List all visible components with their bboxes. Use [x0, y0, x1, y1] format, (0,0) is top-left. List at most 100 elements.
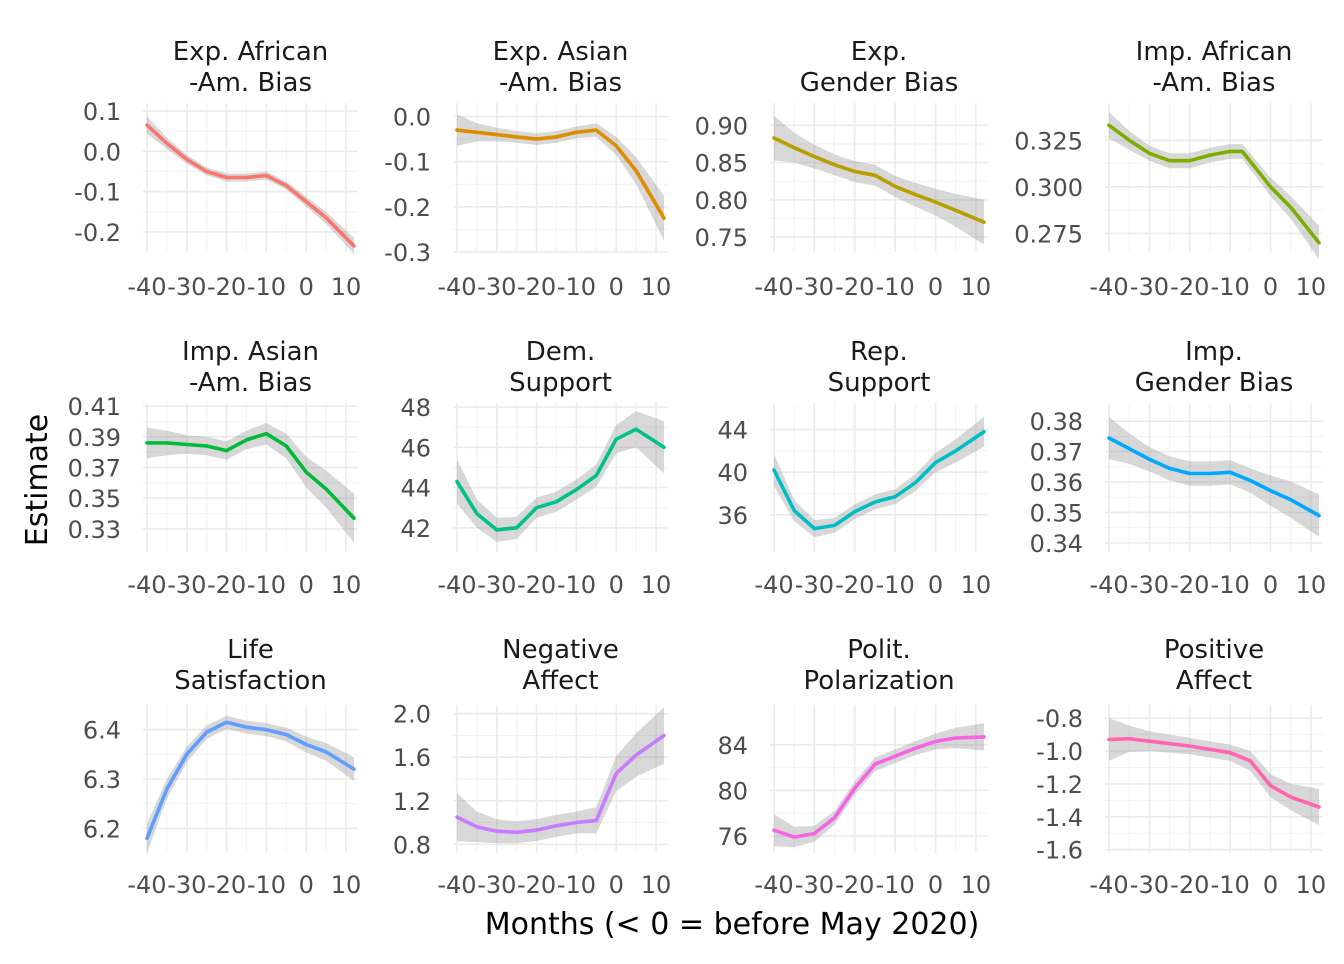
panel-title: Exp. — [851, 37, 908, 67]
y-tick-label: 0.0 — [83, 138, 121, 166]
y-tick-label: 0.35 — [1030, 499, 1083, 527]
x-tick-label: -20 — [207, 273, 246, 301]
x-tick-label: -30 — [1130, 273, 1169, 301]
facet-panel: Exp.Gender Bias 0.90 0.85 0.80 0.75-40 -30 -20… — [695, 37, 992, 301]
x-tick-label: -10 — [247, 571, 286, 599]
y-tick-label: -0.2 — [74, 219, 121, 247]
x-tick-label: -40 — [127, 571, 166, 599]
x-tick-label: 10 — [331, 871, 362, 899]
panel-title: Support — [828, 368, 931, 398]
panel-title: Gender Bias — [800, 68, 959, 98]
confidence-band — [774, 723, 984, 848]
x-tick-label: -20 — [517, 871, 556, 899]
panel-title: Satisfaction — [174, 666, 327, 696]
y-tick-label: 76 — [717, 823, 748, 851]
x-tick-label: -30 — [1130, 571, 1169, 599]
y-tick-label: 46 — [400, 434, 431, 462]
facet-panel: Imp. African-Am. Bias0.3250.3000.275-40-… — [1014, 37, 1326, 301]
y-tick-label: 44 — [717, 417, 748, 445]
x-tick-label: 10 — [641, 273, 672, 301]
series-line — [772, 735, 986, 839]
y-tick-label: 0.37 — [1030, 439, 1083, 467]
x-axis-label: Months (< 0 = before May 2020) — [485, 907, 980, 942]
panel-title: Negative — [502, 635, 619, 665]
x-tick-label: 10 — [961, 571, 992, 599]
x-tick-label: 10 — [1296, 871, 1327, 899]
x-tick-label: 10 — [961, 273, 992, 301]
y-tick-label: 42 — [400, 515, 431, 543]
confidence-band — [774, 115, 984, 245]
x-tick-label: -10 — [876, 571, 915, 599]
x-tick-label: 0 — [609, 871, 624, 899]
confidence-band — [457, 707, 664, 844]
y-tick-label: 0.300 — [1014, 174, 1083, 202]
x-tick-label: -30 — [167, 571, 206, 599]
x-tick-label: -30 — [477, 273, 516, 301]
y-tick-label: 0.275 — [1014, 220, 1083, 248]
y-tick-label: 0.39 — [68, 424, 121, 452]
x-tick-label: -30 — [477, 571, 516, 599]
series-line — [772, 429, 986, 531]
x-tick-label: -10 — [557, 571, 596, 599]
x-tick-label: -40 — [127, 273, 166, 301]
facet-panel: Imp. Asian-Am. Bias0.410.390.370.350.33-… — [68, 337, 362, 599]
x-tick-label: -30 — [795, 273, 834, 301]
panel-title: Gender Bias — [1135, 368, 1294, 398]
y-tick-label: 0.0 — [393, 104, 431, 132]
x-tick-label: -30 — [167, 273, 206, 301]
x-tick-label: -40 — [754, 571, 793, 599]
y-tick-label: 0.325 — [1014, 127, 1083, 155]
y-tick-label: 0.38 — [1030, 408, 1083, 436]
y-tick-label: 80 — [717, 777, 748, 805]
x-tick-label: -40 — [754, 273, 793, 301]
y-tick-label: 0.80 — [695, 187, 748, 215]
panel-title: Polit. — [847, 635, 911, 665]
y-tick-label: 84 — [717, 732, 748, 760]
x-tick-label: 10 — [641, 871, 672, 899]
y-tick-label: -0.2 — [384, 194, 431, 222]
series-line — [455, 128, 666, 220]
x-tick-label: 0 — [1263, 871, 1278, 899]
confidence-band — [147, 116, 354, 254]
x-tick-label: -40 — [437, 871, 476, 899]
x-tick-label: -20 — [207, 571, 246, 599]
x-tick-label: 10 — [641, 571, 672, 599]
y-tick-label: 6.3 — [83, 766, 121, 794]
panel-title: Dem. — [526, 337, 596, 367]
y-tick-label: 0.33 — [68, 516, 121, 544]
x-tick-label: -10 — [247, 273, 286, 301]
x-tick-label: 10 — [1296, 571, 1327, 599]
x-tick-label: -40 — [437, 571, 476, 599]
x-tick-label: 0 — [928, 273, 943, 301]
series-line — [455, 427, 666, 532]
series-line — [1107, 123, 1321, 245]
x-tick-label: 0 — [299, 273, 314, 301]
confidence-band — [1109, 112, 1319, 260]
y-tick-label: 40 — [717, 459, 748, 487]
y-tick-label: 0.34 — [1030, 530, 1083, 558]
y-tick-label: 2.0 — [393, 701, 431, 729]
x-tick-label: -20 — [1170, 871, 1209, 899]
panel-title: Rep. — [850, 337, 908, 367]
x-tick-label: 0 — [299, 571, 314, 599]
x-tick-label: 0 — [609, 571, 624, 599]
series-line — [455, 733, 666, 835]
y-tick-label: -1.2 — [1036, 771, 1083, 799]
y-tick-label: 0.41 — [68, 393, 121, 421]
x-tick-label: 10 — [961, 871, 992, 899]
panel-title: Exp. African — [173, 37, 328, 67]
y-tick-label: -1.4 — [1036, 804, 1083, 832]
x-tick-label: 0 — [299, 871, 314, 899]
panel-title: Affect — [522, 666, 598, 696]
facet-panel: Dem.Support 48 46 44 42-40 -30 -20 -10 0 10 — [400, 337, 671, 599]
series-line — [1107, 736, 1321, 809]
x-tick-label: -20 — [517, 273, 556, 301]
series-line — [145, 123, 356, 248]
confidence-band — [1109, 416, 1319, 537]
facet-panel: Rep.Support 44 40 36 -40 -30 -20 -10 0 10 — [717, 337, 991, 599]
